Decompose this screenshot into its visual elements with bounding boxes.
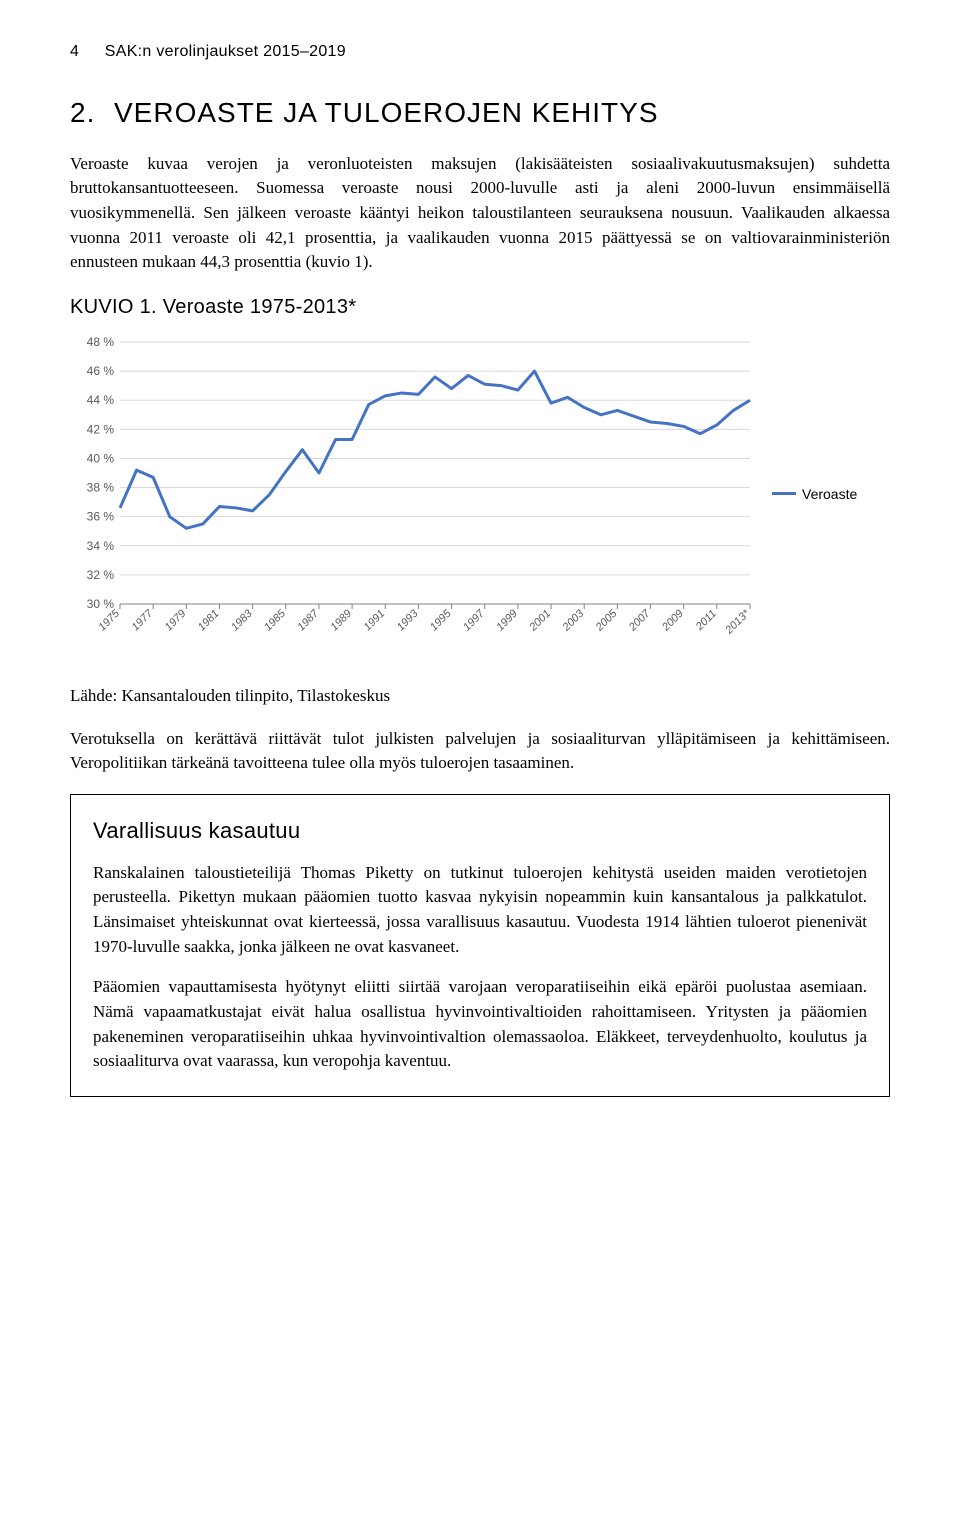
svg-text:48 %: 48 % bbox=[87, 335, 115, 349]
section-title-text: VEROASTE JA TULOEROJEN KEHITYS bbox=[114, 97, 659, 128]
figure-caption: KUVIO 1. Veroaste 1975-2013* bbox=[70, 293, 890, 322]
header-title: SAK:n verolinjaukset 2015–2019 bbox=[105, 43, 346, 60]
callout-paragraph-2: Pääomien vapauttamisesta hyötynyt eliitt… bbox=[93, 975, 867, 1074]
section-heading: 2.VEROASTE JA TULOEROJEN KEHITYS bbox=[70, 93, 890, 134]
legend-label: Veroaste bbox=[802, 484, 857, 504]
svg-text:42 %: 42 % bbox=[87, 422, 115, 436]
chart-legend: Veroaste bbox=[772, 484, 857, 504]
chart-source: Lähde: Kansantalouden tilinpito, Tilasto… bbox=[70, 684, 890, 709]
page-number: 4 bbox=[70, 40, 100, 63]
veroaste-line-chart: 30 % 32 % 34 % 36 % 38 % 40 % 42 % 44 % 46 % 48 %… bbox=[70, 334, 760, 654]
svg-text:34 %: 34 % bbox=[87, 539, 115, 553]
paragraph-policy: Verotuksella on kerättävä riittävät tulo… bbox=[70, 727, 890, 776]
svg-text:38 %: 38 % bbox=[87, 481, 115, 495]
legend-swatch bbox=[772, 492, 796, 495]
svg-text:40 %: 40 % bbox=[87, 451, 115, 465]
paragraph-intro: Veroaste kuvaa verojen ja veronluoteiste… bbox=[70, 152, 890, 275]
svg-text:46 %: 46 % bbox=[87, 364, 115, 378]
svg-text:44 %: 44 % bbox=[87, 393, 115, 407]
callout-paragraph-1: Ranskalainen taloustieteilijä Thomas Pik… bbox=[93, 861, 867, 960]
svg-text:36 %: 36 % bbox=[87, 510, 115, 524]
callout-box: Varallisuus kasautuu Ranskalainen talous… bbox=[70, 794, 890, 1097]
svg-text:32 %: 32 % bbox=[87, 568, 115, 582]
callout-title: Varallisuus kasautuu bbox=[93, 815, 867, 847]
svg-text:30 %: 30 % bbox=[87, 597, 115, 611]
chart-container: 30 % 32 % 34 % 36 % 38 % 40 % 42 % 44 % 46 % 48 %… bbox=[70, 334, 890, 654]
section-number: 2. bbox=[70, 93, 114, 134]
page-header: 4 SAK:n verolinjaukset 2015–2019 bbox=[70, 40, 890, 63]
